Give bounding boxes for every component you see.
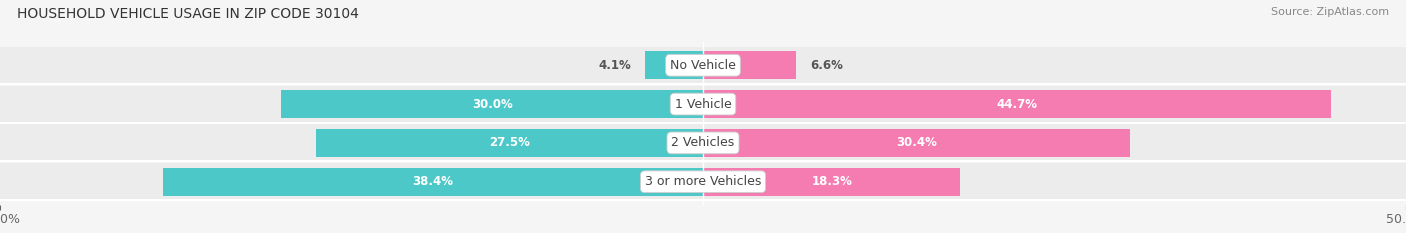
Bar <box>0 124 1406 161</box>
Text: 3 or more Vehicles: 3 or more Vehicles <box>645 175 761 188</box>
Bar <box>163 168 703 196</box>
Bar <box>316 129 703 157</box>
Text: 4.1%: 4.1% <box>599 59 631 72</box>
Text: 1 Vehicle: 1 Vehicle <box>675 98 731 111</box>
Text: 27.5%: 27.5% <box>489 136 530 149</box>
Bar <box>703 129 1130 157</box>
Text: No Vehicle: No Vehicle <box>671 59 735 72</box>
Text: 30.0%: 30.0% <box>472 98 512 111</box>
Bar <box>645 51 703 79</box>
Text: 38.4%: 38.4% <box>412 175 454 188</box>
Text: 44.7%: 44.7% <box>997 98 1038 111</box>
Bar <box>0 86 1406 123</box>
Text: HOUSEHOLD VEHICLE USAGE IN ZIP CODE 30104: HOUSEHOLD VEHICLE USAGE IN ZIP CODE 3010… <box>17 7 359 21</box>
Bar <box>703 168 960 196</box>
Text: 18.3%: 18.3% <box>811 175 852 188</box>
Bar <box>0 163 1406 200</box>
Bar <box>703 51 796 79</box>
Bar <box>703 90 1331 118</box>
Text: 30.4%: 30.4% <box>896 136 938 149</box>
Text: 2 Vehicles: 2 Vehicles <box>672 136 734 149</box>
Bar <box>0 47 1406 84</box>
Bar <box>281 90 703 118</box>
Text: 6.6%: 6.6% <box>810 59 842 72</box>
Text: Source: ZipAtlas.com: Source: ZipAtlas.com <box>1271 7 1389 17</box>
